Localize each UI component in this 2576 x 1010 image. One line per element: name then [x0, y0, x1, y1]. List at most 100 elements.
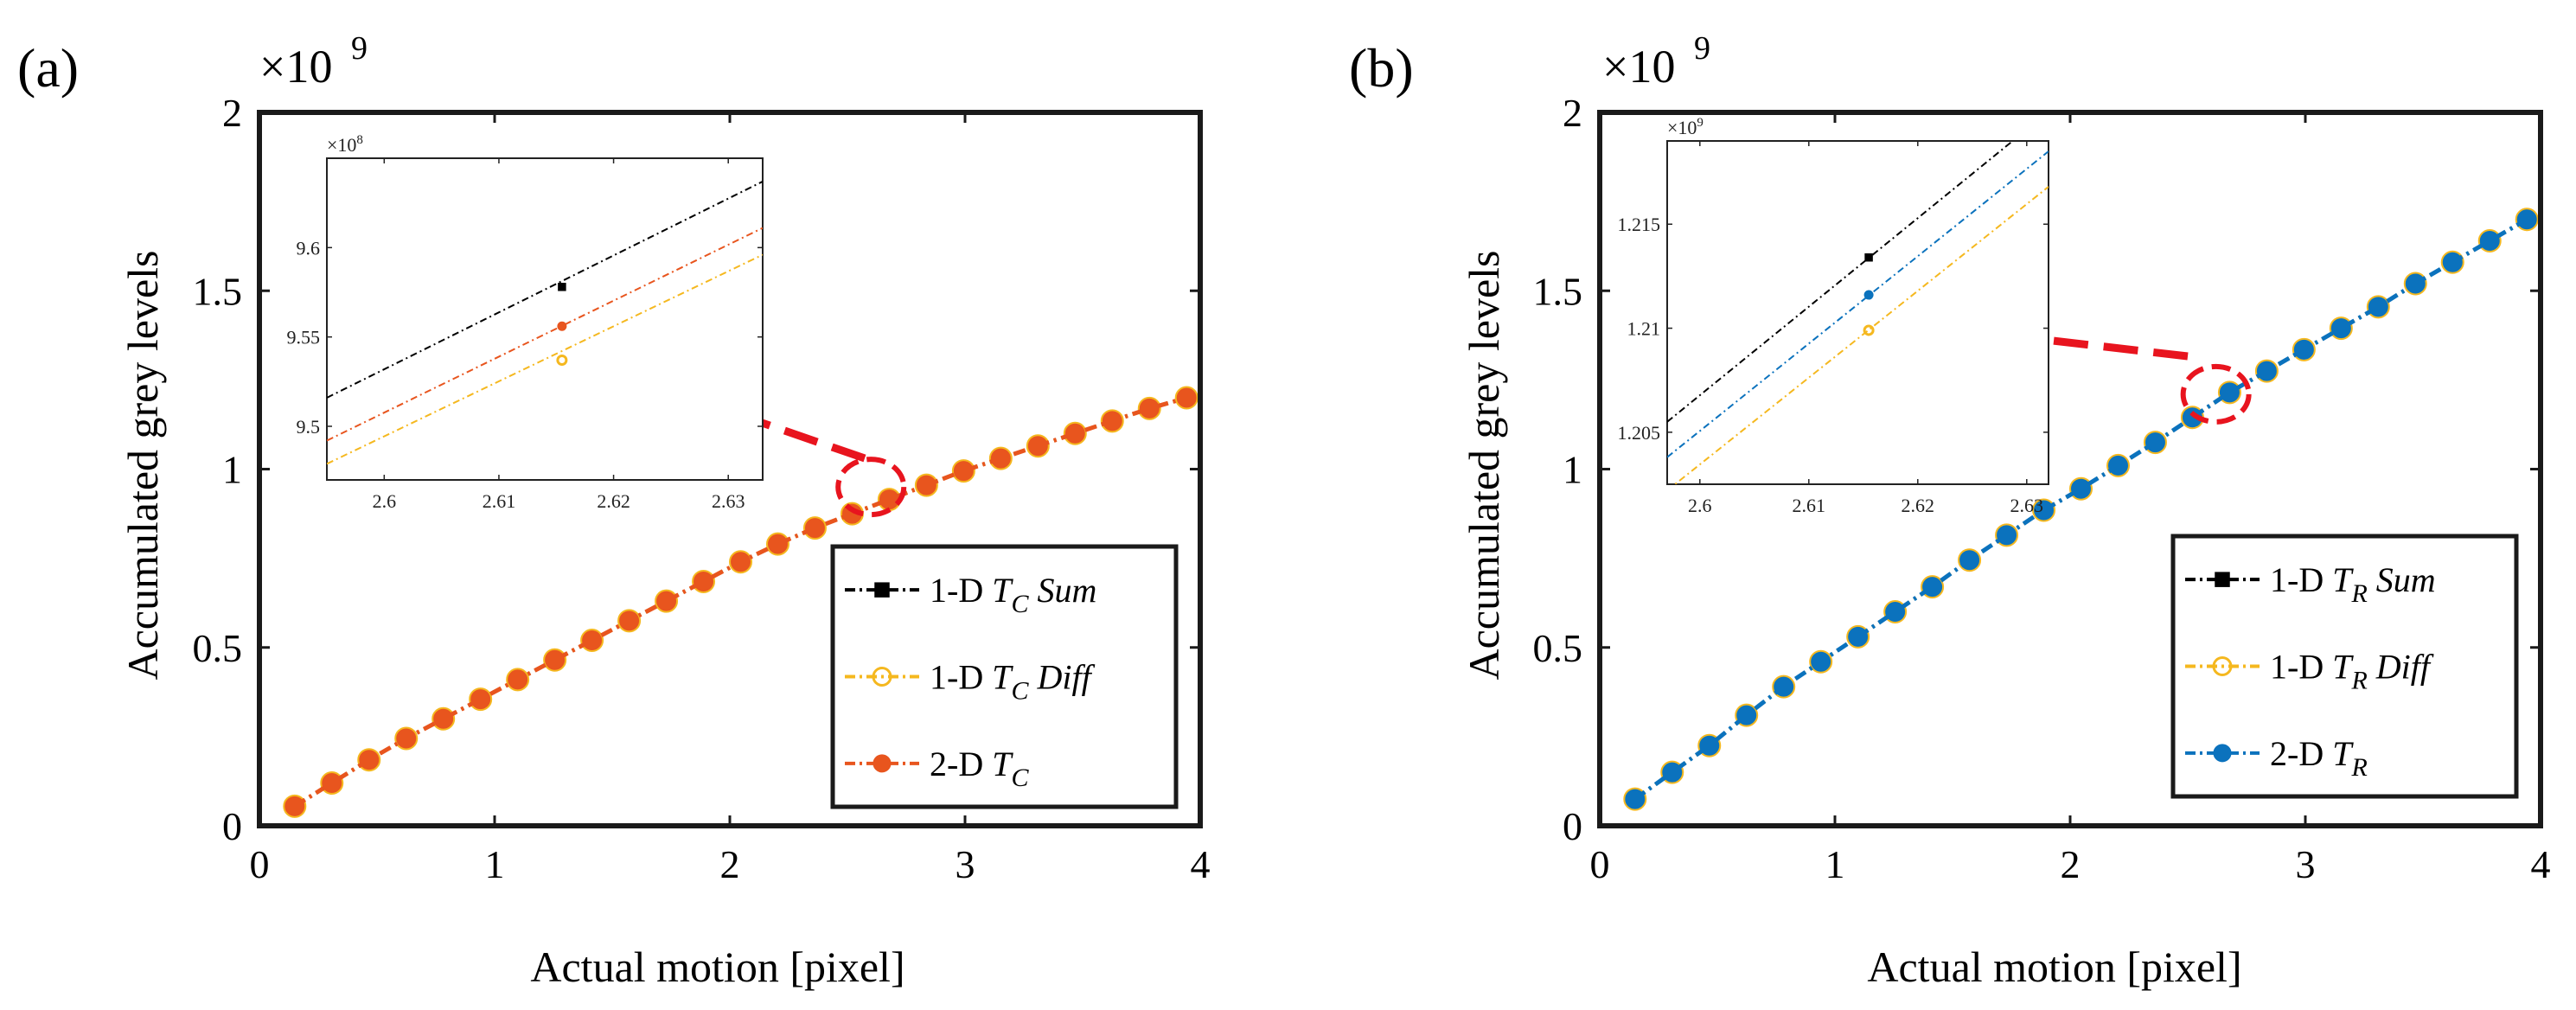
legend-entry-3: 2-D TC — [845, 745, 1029, 792]
y-tick-label: 1.5 — [1533, 269, 1583, 313]
data-point — [2219, 382, 2240, 403]
data-point — [916, 475, 936, 495]
data-point — [1846, 624, 1870, 649]
data-point — [543, 648, 567, 672]
inset-marker — [557, 321, 567, 331]
data-point — [988, 446, 1013, 470]
exponent-b-base: ×10 — [1602, 41, 1675, 93]
data-point — [2292, 337, 2316, 361]
data-point — [731, 552, 751, 572]
x-tick-label: 2 — [2061, 842, 2081, 886]
y-tick-label: 0.5 — [193, 626, 243, 670]
data-point — [990, 448, 1011, 469]
data-point — [431, 706, 456, 731]
data-point — [1774, 676, 1794, 697]
data-point — [1625, 789, 1646, 809]
legend-label-subscript: R — [2350, 753, 2367, 782]
data-point — [1660, 760, 1684, 784]
data-point — [729, 550, 753, 574]
exponent-b-power: 9 — [1694, 30, 1710, 67]
exponent-b: ×10 9 — [1602, 30, 1710, 93]
data-point — [396, 728, 417, 749]
inset-x-tick-label: 2.6 — [1688, 495, 1712, 516]
data-point — [1623, 787, 1647, 811]
data-point — [1809, 649, 1833, 674]
inset-exponent-power: 8 — [356, 133, 363, 147]
inset-marker — [1864, 252, 1873, 262]
x-tick-label: 0 — [250, 842, 270, 886]
ylabel-b: Accumulated grey levels — [1460, 250, 1508, 680]
data-point — [1995, 523, 2019, 547]
data-point — [1883, 600, 1908, 623]
legend-swatch-marker — [2213, 744, 2232, 763]
data-point — [1959, 550, 1980, 571]
legend-swatch-marker — [874, 582, 890, 598]
inset-y-tick-label: 1.215 — [1618, 214, 1661, 235]
legend-label: 2-D TR — [2270, 734, 2368, 782]
legend-label-subscript: R — [2350, 667, 2367, 695]
legend-entry-2: 1-D TR Diff — [2185, 648, 2434, 695]
data-point — [2403, 272, 2427, 296]
inset-x-tick-label: 2.61 — [483, 490, 516, 512]
legend-label-symbol: T — [2332, 734, 2354, 773]
data-point — [2477, 229, 2502, 252]
data-point — [320, 771, 344, 795]
panel-label-b: (b) — [1349, 37, 1414, 99]
legend-label-suffix: Diff — [2368, 648, 2434, 687]
xlabel-a: Actual motion [pixel] — [530, 943, 904, 991]
data-point — [2479, 231, 2500, 251]
inset: 2.6 2.61 2.62 2.63 1.205 1.21 1.215 ×109 — [1618, 116, 2049, 516]
data-point — [694, 571, 714, 591]
exponent-a-power: 9 — [351, 30, 368, 67]
panel-label-a: (a) — [17, 37, 79, 99]
legend-label-prefix: 2-D — [930, 745, 992, 783]
inset: 2.6 2.61 2.62 2.63 9.5 9.55 9.6 ×108 — [287, 133, 764, 512]
data-point — [2293, 339, 2314, 360]
data-point — [2034, 500, 2055, 521]
data-point — [619, 610, 640, 631]
data-point — [2256, 361, 2277, 381]
data-point — [765, 532, 789, 556]
inset-exponent: ×108 — [327, 133, 363, 156]
data-point — [2442, 252, 2463, 272]
data-point — [1100, 409, 1124, 433]
data-point — [617, 609, 642, 633]
data-point — [1176, 387, 1197, 408]
zoom-circle — [835, 457, 907, 518]
inset-line-1 — [327, 180, 763, 399]
inset-line-2 — [327, 227, 763, 442]
data-point — [1697, 733, 1722, 758]
data-point — [284, 796, 305, 816]
inset-y-tick-label: 1.21 — [1627, 318, 1661, 340]
data-point — [1736, 705, 1757, 726]
plot-a: 0 1 2 3 4 0 0.5 1 1.5 2 2.6 2.61 2.62 2.63 9.5 9.55 9.6 ×… — [193, 91, 1211, 886]
inset-exponent-power: 9 — [1697, 116, 1703, 130]
inset-line-1 — [1667, 141, 2015, 423]
inset-lines — [1667, 141, 2049, 484]
inset-x-tick-label: 2.63 — [712, 490, 745, 512]
legend-label: 2-D TC — [930, 745, 1029, 792]
data-point — [470, 689, 491, 710]
data-point — [1137, 396, 1161, 420]
inset-x-tick-label: 2.62 — [597, 490, 630, 512]
data-point — [2516, 209, 2537, 230]
data-point — [1063, 421, 1087, 445]
data-point — [508, 669, 528, 690]
y-tick-label: 0.5 — [1533, 626, 1583, 670]
data-point — [1174, 386, 1199, 410]
inset-x-tick-label: 2.63 — [2010, 495, 2044, 516]
legend-label-symbol: T — [2332, 648, 2354, 687]
y-tick-label: 1 — [222, 448, 242, 492]
x-tick-label: 4 — [1191, 842, 1211, 886]
data-point — [2032, 498, 2056, 522]
inset-marker — [1863, 324, 1875, 336]
data-point — [2071, 478, 2092, 499]
data-point — [1027, 436, 1048, 457]
legend-swatch-marker — [2212, 656, 2233, 676]
data-point — [2440, 250, 2464, 274]
data-point — [433, 708, 454, 729]
data-point — [2143, 431, 2167, 455]
